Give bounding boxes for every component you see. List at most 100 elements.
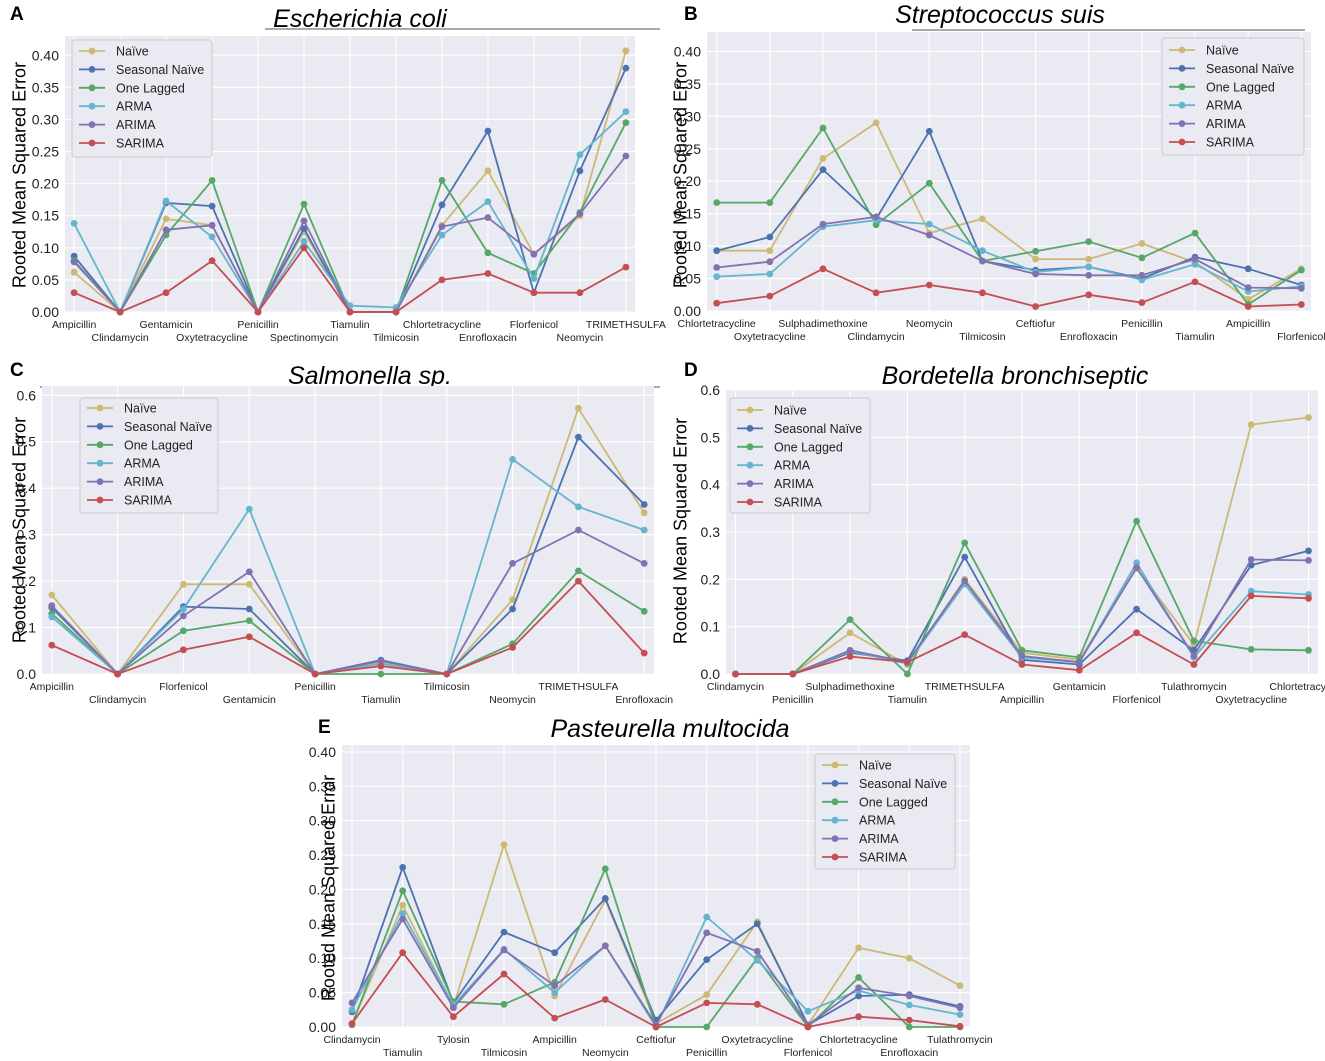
y-tick-label: 0.5 (17, 434, 37, 450)
x-tick-label: Neomycin (489, 694, 536, 706)
series-point (1191, 278, 1199, 286)
legend-entry: SARIMA (774, 496, 823, 510)
series-point (804, 1007, 812, 1015)
x-tick-label: Chlortetracycline (678, 318, 756, 330)
y-tick-label: 0.3 (701, 524, 721, 540)
x-tick-label: Enrofloxacin (615, 694, 673, 706)
series-point (979, 289, 986, 297)
panel-letter: A (10, 4, 24, 25)
series-point (979, 257, 986, 265)
series-line-2 (716, 127, 1302, 306)
series-point (819, 166, 827, 174)
series-point (576, 167, 584, 175)
series-point (438, 223, 446, 231)
x-tick-label: Gentamicin (1053, 681, 1106, 693)
y-tick-label: 0.2 (17, 573, 37, 589)
x-tick-label: Oxytetracycline (176, 332, 248, 344)
x-tick-label: Spectinomycin (270, 332, 338, 344)
y-tick-label: 0.15 (309, 916, 336, 932)
y-axis-label: Rooted Mean Squared Error (9, 62, 29, 288)
series-point (484, 214, 492, 222)
x-tick-label: Penicillin (294, 681, 336, 693)
series-point (819, 220, 827, 228)
legend-entry: ARMA (116, 100, 153, 114)
series-line-2 (51, 570, 645, 675)
series-point (819, 124, 827, 132)
series-point (804, 1023, 812, 1031)
series-point (622, 152, 630, 160)
legend-entry: ARMA (1206, 99, 1243, 113)
series-point (905, 992, 913, 1000)
series-point (1244, 265, 1252, 273)
series-point (575, 526, 582, 534)
series-point (846, 616, 854, 623)
legend-entry: One Lagged (859, 795, 928, 809)
series-point (640, 649, 648, 657)
x-tick-label: Enrofloxacin (880, 1047, 938, 1059)
series-point (855, 984, 862, 992)
series-point (640, 509, 648, 517)
x-tick-label: Tiamulin (383, 1047, 422, 1059)
y-tick-label: 0.10 (309, 950, 336, 966)
chart-panel-e: E Pasteurella multocida 0.00 0.05 0.10 0.15 0.… (309, 715, 993, 1059)
x-tick-label: Ceftiofur (636, 1034, 676, 1046)
series-point (1305, 557, 1312, 564)
series-point (399, 915, 407, 923)
y-tick-label: 0.05 (32, 272, 59, 288)
legend-swatch-marker (831, 780, 839, 787)
series-point (753, 947, 761, 955)
series-point (1133, 517, 1140, 525)
series-point (575, 503, 582, 511)
series-point (925, 220, 933, 228)
y-tick-label: 0.30 (309, 813, 336, 829)
series-point (48, 641, 56, 649)
series-point (48, 602, 56, 610)
series-point (377, 670, 385, 678)
y-tick-label: 0.5 (701, 429, 721, 445)
legend-swatch-marker (831, 816, 839, 824)
y-tick-label: 0.2 (701, 571, 721, 587)
series-point (245, 605, 253, 613)
legend-entry: One Lagged (116, 81, 185, 95)
y-tick-label: 0.15 (674, 206, 701, 222)
series-point (438, 276, 446, 284)
legend-swatch-marker (1178, 101, 1186, 109)
x-tick-label: Neomycin (557, 332, 604, 344)
x-tick-label: Clindamycin (707, 681, 764, 693)
series-point (348, 1020, 356, 1027)
y-tick-label: 0.6 (701, 382, 721, 398)
x-tick-label: Enrofloxacin (1060, 331, 1118, 343)
x-tick-label: Ampicillin (30, 681, 75, 693)
y-tick-label: 0.20 (309, 881, 336, 897)
y-tick-label: 0.30 (674, 108, 701, 124)
x-tick-label: TRIMETHSULFA (538, 681, 618, 693)
series-point (1305, 594, 1312, 602)
y-tick-label: 0.35 (32, 79, 59, 95)
y-tick-label: 0.40 (674, 43, 701, 59)
series-point (162, 197, 170, 205)
series-point (300, 217, 308, 225)
series-point (399, 949, 407, 957)
series-point (703, 913, 711, 921)
chart-title: Bordetella bronchiseptic (882, 362, 1149, 390)
series-point (905, 1016, 913, 1024)
y-tick-label: 0.6 (17, 387, 37, 403)
series-point (766, 270, 774, 278)
series-point (819, 265, 827, 273)
series-point (1138, 254, 1146, 262)
legend-swatch-marker (96, 459, 104, 467)
x-tick-label: Gentamicin (140, 319, 193, 331)
series-point (846, 653, 854, 660)
x-tick-label: Penicillin (1121, 318, 1163, 330)
legend-swatch-marker (88, 47, 96, 55)
series-point (703, 991, 711, 999)
series-point (732, 670, 739, 678)
series-point (162, 215, 170, 223)
series-point (500, 970, 508, 978)
series-point (509, 644, 516, 651)
series-point (1138, 271, 1146, 279)
series-point (1032, 255, 1039, 263)
series-point (1305, 547, 1312, 555)
legend-swatch-marker (96, 478, 104, 485)
